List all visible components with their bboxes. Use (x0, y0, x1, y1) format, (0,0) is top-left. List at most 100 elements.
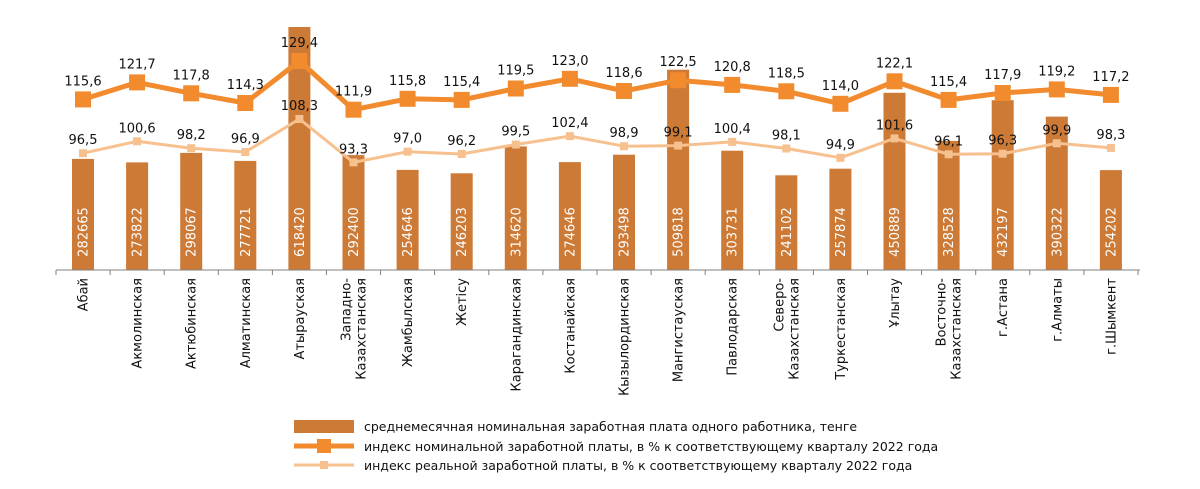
nominal-index-label: 115,8 (389, 74, 426, 89)
nominal-index-marker (832, 95, 849, 112)
bar-value-label: 254646 (401, 207, 416, 257)
nominal-index-marker (237, 95, 254, 111)
real-index-marker (674, 141, 683, 150)
real-index-label: 108,3 (281, 99, 318, 114)
bar-value-label: 293498 (618, 207, 633, 257)
nominal-index-line-series (75, 53, 1119, 118)
nominal-index-marker (1102, 86, 1119, 103)
real-index-marker (457, 150, 466, 158)
nominal-index-marker (399, 90, 416, 107)
bar (1099, 170, 1122, 270)
real-index-marker (79, 149, 87, 158)
real-index-label: 96,3 (988, 134, 1017, 149)
nominal-index-label: 119,2 (1038, 64, 1075, 79)
bar-value-label: 257874 (834, 207, 849, 257)
nominal-index-marker (507, 80, 524, 97)
real-index-marker (241, 148, 250, 156)
real-index-label: 96,9 (231, 132, 260, 147)
legend-nominal-label: индекс номинальной заработной платы, в %… (364, 439, 938, 454)
nominal-index-label: 122,1 (876, 56, 913, 71)
nominal-index-label: 115,4 (443, 75, 480, 90)
bar-series (72, 27, 1122, 270)
real-index-marker (565, 132, 574, 141)
nominal-index-marker (453, 91, 470, 108)
nominal-index-label: 118,5 (768, 66, 805, 81)
bar-value-label: 432197 (996, 207, 1011, 257)
nominal-index-label: 115,6 (64, 74, 101, 89)
real-index-label: 96,2 (447, 134, 476, 149)
real-index-marker (944, 150, 953, 159)
nominal-index-label: 117,2 (1092, 70, 1129, 85)
nominal-index-marker (1048, 81, 1065, 98)
bar-value-label: 303731 (726, 207, 741, 257)
bar (288, 27, 311, 270)
bar-value-label: 282665 (77, 207, 92, 257)
category-labels: Абай Акмолинская Актюбинская Алматинская Аты… (77, 278, 1120, 396)
real-index-line (82, 117, 1112, 164)
category-label: Северо-Казахстанская (772, 278, 802, 380)
bar (721, 150, 744, 270)
real-index-marker (133, 137, 142, 146)
nominal-index-marker (75, 91, 91, 108)
bar (126, 162, 149, 270)
bar-value-label: 241102 (780, 207, 795, 257)
real-index-label: 93,3 (339, 142, 368, 157)
real-index-label: 98,1 (772, 129, 801, 144)
nominal-index-marker (291, 53, 308, 69)
category-label: Акмолинская (131, 278, 146, 369)
real-index-label: 94,9 (826, 138, 855, 153)
real-index-marker (890, 134, 899, 143)
nominal-index-marker (345, 101, 362, 118)
bar (883, 92, 906, 270)
bar (991, 100, 1014, 270)
real-index-marker (1106, 143, 1115, 152)
data-labels: 282665 273822 298067 277721 618420 292400 2546… (64, 36, 1129, 257)
category-label: Жамбылская (401, 278, 416, 367)
category-label: Актюбинская (185, 278, 200, 369)
bar (450, 173, 473, 270)
nominal-index-marker (724, 76, 741, 93)
nominal-index-marker (994, 85, 1011, 101)
bar (937, 140, 960, 270)
nominal-index-marker (670, 72, 687, 89)
bar (396, 169, 419, 270)
legend-bar-label: среднемесячная номинальная заработная пл… (364, 419, 857, 434)
category-label: Мангистауская (672, 278, 687, 382)
nominal-index-marker (778, 83, 795, 100)
bar-value-label: 618420 (293, 207, 308, 257)
real-index-marker (403, 147, 412, 156)
real-index-label: 97,0 (393, 132, 422, 147)
nominal-index-label: 129,4 (281, 36, 318, 51)
category-label: Абай (77, 278, 92, 311)
nominal-index-line (82, 58, 1112, 113)
category-label: Туркестанская (834, 278, 849, 381)
real-index-label: 96,1 (934, 134, 963, 149)
real-index-marker (187, 144, 196, 153)
bar (829, 168, 852, 270)
nominal-index-label: 117,9 (984, 68, 1021, 83)
category-label: Костанайская (563, 278, 578, 374)
bar-value-label: 277721 (239, 207, 254, 257)
bar-value-label: 314620 (509, 207, 524, 257)
nominal-index-label: 114,3 (227, 78, 264, 93)
bar (667, 69, 690, 270)
bar (1045, 116, 1068, 270)
legend-bar-swatch (294, 420, 354, 433)
real-index-label: 99,9 (1042, 123, 1071, 138)
legend-nominal-marker (317, 439, 331, 453)
bar (342, 155, 365, 270)
real-index-marker (620, 142, 628, 151)
category-label: Западно-Казахстанская (340, 278, 370, 380)
real-index-marker (998, 149, 1007, 158)
real-index-label: 98,3 (1096, 128, 1125, 143)
real-index-label: 98,2 (177, 128, 206, 143)
x-axis-ticks (55, 270, 1139, 275)
nominal-index-label: 115,4 (930, 75, 967, 90)
category-label: Кызылординская (618, 278, 633, 396)
nominal-index-label: 114,0 (822, 79, 859, 94)
bar (558, 162, 581, 270)
real-index-label: 101,6 (876, 118, 913, 133)
bar (72, 158, 94, 270)
legend-real-label: индекс реальной заработной платы, в % к … (364, 458, 912, 473)
